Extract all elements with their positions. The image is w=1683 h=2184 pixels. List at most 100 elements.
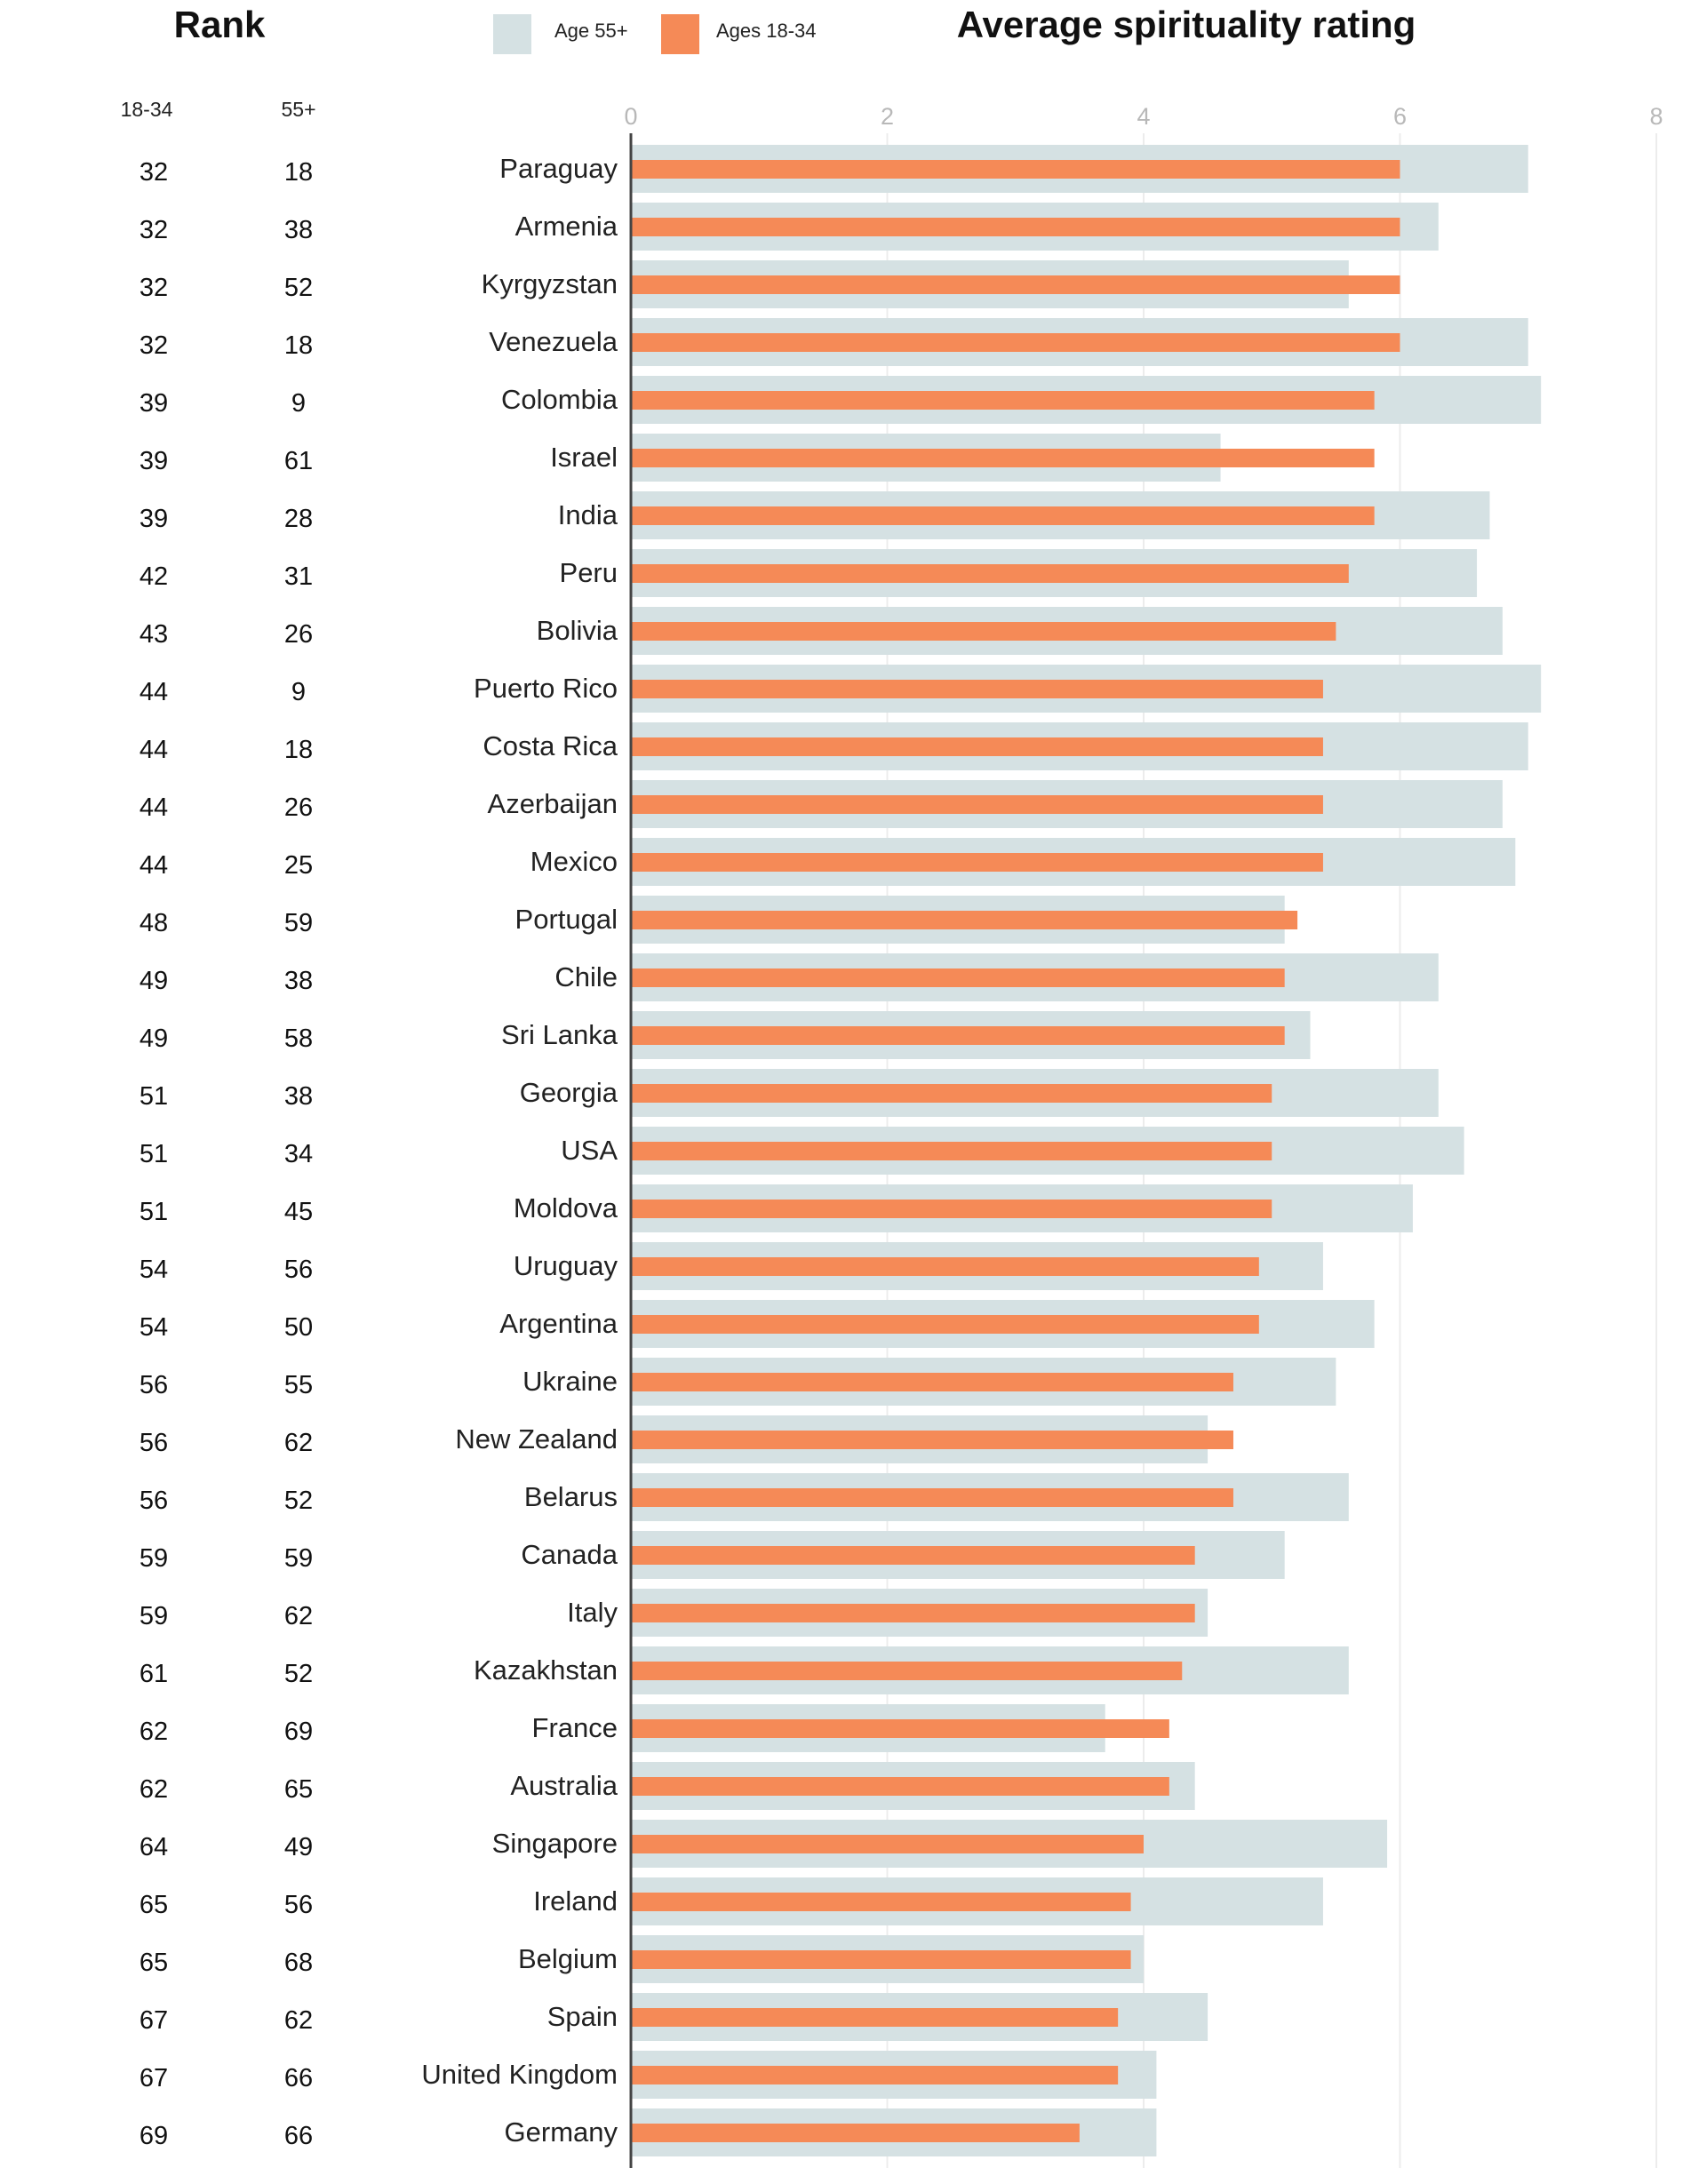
rank-18-34: 64	[140, 1833, 168, 1861]
country-label: Georgia	[520, 1077, 618, 1108]
bar-ages-18-34	[631, 1777, 1169, 1796]
rank-18-34: 65	[140, 1891, 168, 1919]
bar-ages-18-34	[631, 449, 1375, 467]
bar-ages-18-34	[631, 911, 1298, 929]
bar-ages-18-34	[631, 1950, 1131, 1969]
rank-55: 9	[291, 678, 306, 706]
country-label: Colombia	[501, 384, 618, 415]
rank-55: 66	[284, 2122, 313, 2150]
rank-55: 68	[284, 1949, 313, 1977]
bar-ages-18-34	[631, 2124, 1080, 2142]
country-label: Costa Rica	[483, 730, 618, 761]
rank-55: 34	[284, 1140, 313, 1168]
rank-18-34: 59	[140, 1544, 168, 1573]
legend-label-age-55: Age 55+	[554, 20, 628, 42]
rank-18-34: 65	[140, 1949, 168, 1977]
rank-18-34: 54	[140, 1313, 168, 1342]
bar-ages-18-34	[631, 160, 1400, 179]
rank-55: 59	[284, 1544, 313, 1573]
bar-ages-18-34	[631, 218, 1400, 236]
rank-55: 38	[284, 1082, 313, 1111]
country-label: France	[532, 1712, 618, 1743]
rank-18-34: 62	[140, 1718, 168, 1746]
country-label: Spain	[547, 2001, 618, 2032]
rank-55: 52	[284, 1660, 313, 1688]
rank-18-34: 59	[140, 1602, 168, 1630]
rank-55: 66	[284, 2064, 313, 2092]
bar-ages-18-34	[631, 1315, 1259, 1334]
country-label: Sri Lanka	[501, 1019, 618, 1050]
country-label: USA	[561, 1135, 618, 1166]
rank-18-34: 44	[140, 851, 168, 880]
country-label: Ireland	[533, 1885, 618, 1917]
rank-55: 55	[284, 1371, 313, 1399]
bar-ages-18-34	[631, 853, 1323, 872]
rank-18-34: 32	[140, 216, 168, 244]
country-label: Israel	[550, 442, 618, 473]
rank-18-34: 43	[140, 620, 168, 649]
country-label: Belgium	[518, 1943, 618, 1974]
rank-18-34: 44	[140, 678, 168, 706]
rank-55: 49	[284, 1833, 313, 1861]
rank-18-34: 69	[140, 2122, 168, 2150]
country-label: Peru	[560, 557, 618, 588]
country-label: Uruguay	[514, 1250, 618, 1281]
country-label: Azerbaijan	[488, 788, 618, 819]
bar-ages-18-34	[631, 564, 1349, 583]
bar-ages-18-34	[631, 2008, 1119, 2027]
country-label: Singapore	[492, 1828, 618, 1859]
country-label: Chile	[554, 961, 618, 992]
rank-col-header-18-34: 18-34	[120, 98, 173, 121]
rank-55: 26	[284, 793, 313, 822]
bar-ages-18-34	[631, 680, 1323, 698]
country-label: Puerto Rico	[474, 673, 618, 704]
rank-55: 28	[284, 505, 313, 533]
x-tick-label: 6	[1393, 103, 1407, 130]
rank-18-34: 51	[140, 1082, 168, 1111]
rank-col-header-55: 55+	[281, 98, 316, 121]
legend-swatch-age-55	[493, 14, 531, 54]
rank-18-34: 56	[140, 1487, 168, 1515]
country-label: Ukraine	[522, 1366, 618, 1397]
bar-ages-18-34	[631, 1142, 1272, 1160]
bar-ages-18-34	[631, 1200, 1272, 1218]
country-label: Kyrgyzstan	[482, 268, 618, 299]
rank-55: 69	[284, 1718, 313, 1746]
rank-18-34: 56	[140, 1429, 168, 1457]
x-tick-label: 2	[881, 103, 894, 130]
bar-ages-18-34	[631, 622, 1336, 641]
legend-label-ages-18-34: Ages 18-34	[716, 20, 817, 42]
country-label: Kazakhstan	[474, 1654, 618, 1686]
rank-55: 52	[284, 1487, 313, 1515]
x-tick-label: 0	[624, 103, 637, 130]
country-label: Venezuela	[489, 326, 618, 357]
rank-18-34: 39	[140, 389, 168, 418]
rank-18-34: 67	[140, 2064, 168, 2092]
rank-18-34: 39	[140, 447, 168, 475]
bar-ages-18-34	[631, 968, 1285, 987]
bar-ages-18-34	[631, 1084, 1272, 1103]
rank-55: 62	[284, 1602, 313, 1630]
rank-18-34: 44	[140, 736, 168, 764]
rank-55: 58	[284, 1024, 313, 1053]
rank-55: 50	[284, 1313, 313, 1342]
bar-ages-18-34	[631, 275, 1400, 294]
legend-swatch-ages-18-34	[661, 14, 699, 54]
bar-ages-18-34	[631, 1546, 1195, 1565]
country-label: Moldova	[514, 1192, 618, 1224]
bar-ages-18-34	[631, 1488, 1233, 1507]
rank-18-34: 48	[140, 909, 168, 937]
rank-18-34: 67	[140, 2006, 168, 2035]
bar-ages-18-34	[631, 795, 1323, 814]
rank-55: 31	[284, 562, 313, 591]
rank-55: 38	[284, 216, 313, 244]
country-label: Italy	[567, 1597, 618, 1628]
rank-55: 45	[284, 1198, 313, 1226]
country-label: Belarus	[524, 1481, 618, 1512]
rank-title: Rank	[173, 4, 266, 45]
rank-55: 65	[284, 1775, 313, 1804]
bar-ages-18-34	[631, 1604, 1195, 1622]
bar-ages-18-34	[631, 1893, 1131, 1911]
bar-ages-18-34	[631, 1373, 1233, 1391]
